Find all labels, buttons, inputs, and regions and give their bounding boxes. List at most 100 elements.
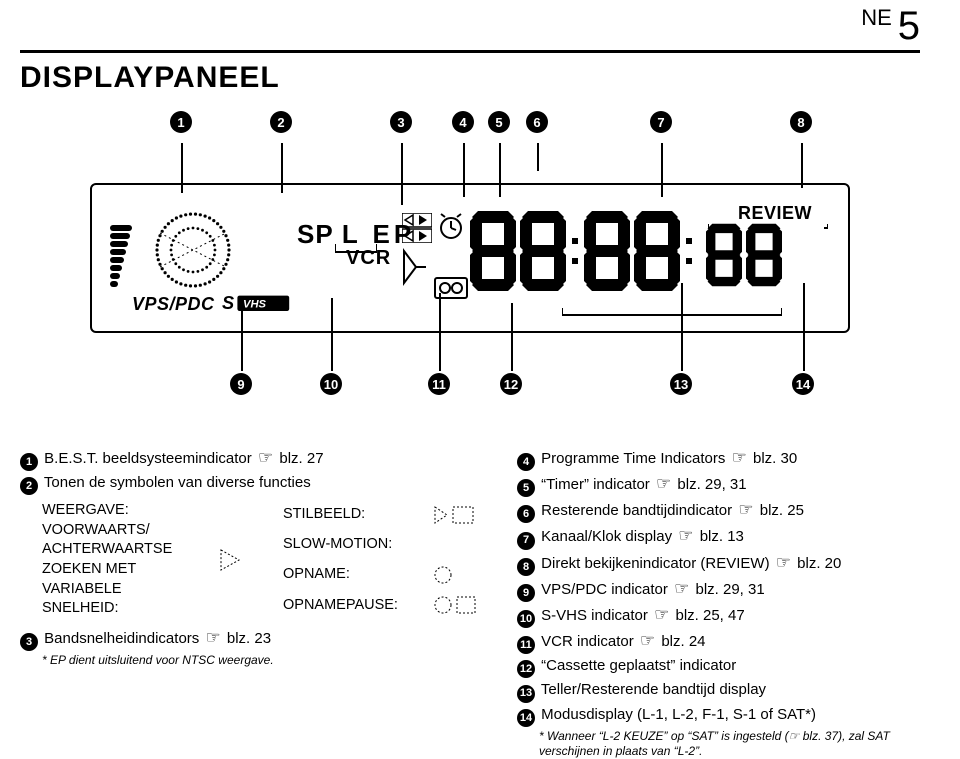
item-12: 12 “Cassette geplaatst” indicator [517, 656, 920, 678]
svhs-icon: S VHS [222, 292, 292, 320]
item-7-page: blz. 13 [700, 528, 744, 545]
clock-icon [438, 213, 464, 243]
level-bars-icon [110, 225, 132, 287]
hand-icon: ☞ [656, 474, 671, 493]
bullet-13-icon: 13 [517, 685, 535, 703]
symbol-grid: WEERGAVE: VOORWAARTS/ ACHTERWAARTSE ZOEK… [42, 501, 493, 618]
top-rule [20, 50, 920, 53]
hand-icon: ☞ [738, 500, 753, 519]
item-9-text: VPS/PDC indicator [541, 581, 668, 598]
hand-icon: ☞ [732, 448, 747, 467]
dotted-circle-icon [148, 205, 238, 295]
heading2: VOORWAARTS/ [42, 521, 217, 541]
digit-icon [746, 223, 782, 287]
item-10-page: blz. 25, 47 [675, 607, 744, 624]
rec-symbol [433, 565, 493, 585]
svg-text:VHS: VHS [243, 299, 267, 311]
item-4: 4 Programme Time Indicators ☞ blz. 30 [517, 447, 920, 471]
item-4-text: Programme Time Indicators [541, 450, 725, 467]
rec-label: OPNAME: [283, 565, 433, 584]
speed-labels: SP L EP [297, 219, 415, 250]
lang-code: NE [861, 5, 892, 30]
heading5: VARIABELE [42, 580, 217, 600]
playback-heading-block: WEERGAVE: VOORWAARTS/ ACHTERWAARTSE ZOEK… [42, 501, 217, 618]
colon-icon [684, 238, 694, 264]
hand-icon: ☞ [654, 605, 669, 624]
bullet-6-icon: 6 [517, 505, 535, 523]
bullet-12-icon: 12 [517, 660, 535, 678]
still-label: STILBEELD: [283, 505, 433, 524]
item-7-text: Kanaal/Klok display [541, 528, 672, 545]
arrows-icon [402, 213, 432, 247]
leader-icon [681, 283, 683, 371]
item-6: 6 Resterende bandtijdindicator ☞ blz. 25 [517, 499, 920, 523]
hand-icon: ☞ [776, 553, 791, 572]
item-5: 5 “Timer” indicator ☞ blz. 29, 31 [517, 473, 920, 497]
bullet-5-icon: 5 [517, 479, 535, 497]
item-13: 13 Teller/Resterende bandtijd display [517, 680, 920, 702]
callout-2-icon: 2 [270, 111, 292, 133]
leader-icon [511, 303, 513, 371]
callouts-bottom: 91011121314 [90, 373, 850, 421]
description-columns: 1 B.E.S.T. beeldsysteemindicator ☞ blz. … [20, 445, 920, 759]
callout-11-icon: 11 [428, 373, 450, 395]
item-11-page: blz. 24 [661, 633, 705, 650]
digit-icon [634, 211, 680, 291]
still-icon [433, 505, 477, 525]
item-3: 3 Bandsnelheidindicators ☞ blz. 23 [20, 627, 493, 651]
leader-icon [241, 305, 243, 371]
item-8-page: blz. 20 [797, 555, 841, 572]
bullet-3-icon: 3 [20, 633, 38, 651]
colon-icon [570, 238, 580, 264]
item-7: 7 Kanaal/Klok display ☞ blz. 13 [517, 525, 920, 549]
callout-13-icon: 13 [670, 373, 692, 395]
playback-symbol [217, 547, 283, 573]
callout-6-icon: 6 [526, 111, 548, 133]
panel-diagram: 12345678 VPS/PDC [90, 111, 850, 421]
recpause-symbol [433, 595, 493, 615]
item-8: 8 Direkt bekijkenindicator (REVIEW) ☞ bl… [517, 552, 920, 576]
heading6: SNELHEID: [42, 599, 217, 619]
item-9-page: blz. 29, 31 [695, 581, 764, 598]
item-1-text: B.E.S.T. beeldsysteemindicator [44, 450, 252, 467]
item-3-page: blz. 23 [227, 630, 271, 647]
hand-icon: ☞ [258, 448, 273, 467]
heading1: WEERGAVE: [42, 501, 217, 521]
display-frame: VPS/PDC S VHS SP L EP VCR [90, 183, 850, 333]
item-5-page: blz. 29, 31 [677, 476, 746, 493]
callout-3-icon: 3 [390, 111, 412, 133]
bullet-4-icon: 4 [517, 453, 535, 471]
bullet-8-icon: 8 [517, 558, 535, 576]
item-9: 9 VPS/PDC indicator ☞ blz. 29, 31 [517, 578, 920, 602]
item-6-text: Resterende bandtijdindicator [541, 502, 732, 519]
item-1-page: blz. 27 [279, 450, 323, 467]
page-number: NE5 [861, 4, 920, 49]
callout-14-icon: 14 [792, 373, 814, 395]
record-triangle-icon [402, 247, 430, 291]
item-3-footnote: * EP dient uitsluitend voor NTSC weergav… [42, 653, 493, 668]
page: NE5 DISPLAYPANEEL 12345678 [0, 0, 960, 729]
bullet-14-icon: 14 [517, 709, 535, 727]
counter-bracket-icon [562, 307, 782, 317]
left-column: 1 B.E.S.T. beeldsysteemindicator ☞ blz. … [20, 445, 493, 759]
digit-icon [584, 211, 630, 291]
callout-10-icon: 10 [320, 373, 342, 395]
callout-9-icon: 9 [230, 373, 252, 395]
item-2-text: Tonen de symbolen van diverse functies [44, 474, 311, 491]
vcr-label: VCR [346, 247, 391, 270]
hand-icon: ☞ [674, 579, 689, 598]
svg-text:S: S [222, 293, 234, 313]
vpspdc-label: VPS/PDC [132, 294, 215, 315]
bullet-7-icon: 7 [517, 532, 535, 550]
item-11: 11 VCR indicator ☞ blz. 24 [517, 630, 920, 654]
item-3-text: Bandsnelheidindicators [44, 630, 199, 647]
right-column: 4 Programme Time Indicators ☞ blz. 305 “… [517, 445, 920, 759]
right-footnote: * Wanneer “L-2 KEUZE” op “SAT” is ingest… [539, 729, 920, 759]
play-dotted-icon [217, 547, 243, 573]
bullet-10-icon: 10 [517, 610, 535, 628]
review-bracket-icon [708, 223, 828, 229]
rec-icon [433, 565, 453, 585]
leader-icon [803, 283, 805, 371]
digit-icon [470, 211, 516, 291]
bullet-1-icon: 1 [20, 453, 38, 471]
